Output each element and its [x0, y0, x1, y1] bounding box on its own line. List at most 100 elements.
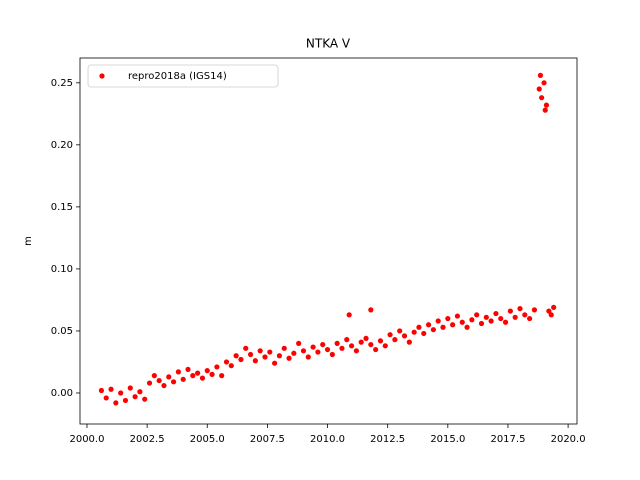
- point: [539, 95, 545, 101]
- point: [161, 382, 167, 389]
- point: [252, 358, 258, 364]
- point: [531, 307, 538, 313]
- point: [267, 349, 273, 355]
- point: [339, 345, 345, 351]
- point: [214, 364, 220, 370]
- point: [329, 351, 335, 358]
- x-tick-label: 2017.5: [490, 434, 525, 445]
- point: [262, 354, 268, 360]
- point: [228, 363, 234, 369]
- point: [425, 322, 432, 328]
- point: [483, 314, 489, 320]
- point: [170, 379, 177, 385]
- legend-marker: [99, 73, 105, 79]
- point: [401, 333, 408, 339]
- point: [315, 349, 321, 355]
- x-tick-label: 2000.0: [69, 434, 104, 445]
- point: [368, 307, 374, 313]
- x-tick-label: 2015.0: [430, 434, 465, 445]
- point: [474, 312, 480, 318]
- point: [320, 341, 326, 348]
- point: [243, 345, 249, 351]
- point: [548, 312, 554, 318]
- x-tick-label: 2012.5: [370, 434, 405, 445]
- point: [180, 376, 186, 382]
- point: [411, 329, 417, 335]
- point: [387, 332, 393, 338]
- point: [512, 314, 518, 320]
- chart-title: NTKA V: [306, 37, 351, 51]
- point: [257, 348, 263, 354]
- point: [435, 318, 441, 324]
- point: [185, 366, 191, 373]
- y-tick-label: 0.05: [51, 326, 73, 337]
- point: [551, 304, 557, 310]
- point: [421, 330, 427, 337]
- point: [382, 343, 388, 349]
- point: [406, 339, 412, 345]
- legend: repro2018a (IGS14): [87, 64, 279, 88]
- x-tick-label: 2020.0: [551, 434, 586, 445]
- point: [247, 351, 254, 358]
- point: [151, 373, 157, 379]
- point: [204, 368, 210, 374]
- point: [219, 373, 225, 379]
- point: [156, 377, 162, 384]
- point: [281, 345, 287, 351]
- point: [127, 385, 133, 391]
- point: [397, 328, 403, 334]
- plot-frame: [79, 57, 578, 425]
- point: [209, 371, 215, 377]
- x-tick-label: 2005.0: [190, 434, 225, 445]
- point: [527, 315, 533, 322]
- point: [334, 340, 340, 346]
- point: [113, 400, 119, 406]
- point: [373, 346, 379, 353]
- point: [175, 369, 181, 375]
- point: [122, 397, 129, 404]
- legend-box: [87, 64, 279, 88]
- point: [488, 318, 494, 324]
- point: [440, 324, 446, 330]
- point: [305, 354, 311, 360]
- point: [392, 337, 398, 343]
- point: [368, 341, 374, 348]
- point: [276, 353, 283, 359]
- y-tick-label: 0.20: [51, 140, 73, 151]
- point: [377, 338, 384, 344]
- point: [454, 313, 461, 319]
- point: [233, 353, 239, 359]
- point: [353, 348, 360, 354]
- point: [536, 86, 542, 92]
- point: [223, 359, 230, 365]
- x-tick-label: 2007.5: [250, 434, 285, 445]
- point: [296, 340, 302, 346]
- point: [310, 344, 316, 350]
- point: [522, 312, 528, 318]
- point: [502, 319, 509, 325]
- point: [137, 389, 143, 395]
- point: [493, 310, 499, 317]
- y-tick-label: 0.10: [51, 264, 73, 275]
- point: [450, 322, 456, 328]
- point: [195, 370, 201, 376]
- point: [286, 355, 292, 361]
- point: [445, 315, 451, 322]
- point: [272, 360, 278, 366]
- point: [416, 324, 422, 330]
- y-tick-label: 0.15: [51, 202, 73, 213]
- point: [132, 394, 138, 400]
- point: [166, 374, 172, 380]
- point: [469, 317, 475, 323]
- y-tick-label: 0.00: [51, 388, 73, 399]
- x-tick-label: 2002.5: [130, 434, 165, 445]
- point: [430, 327, 436, 333]
- point: [478, 320, 485, 327]
- legend-label: repro2018a (IGS14): [128, 71, 227, 82]
- y-tick-label: 0.25: [51, 78, 73, 89]
- point: [103, 395, 109, 401]
- point: [498, 315, 504, 322]
- y-axis-label: m: [23, 236, 34, 246]
- point: [108, 386, 114, 392]
